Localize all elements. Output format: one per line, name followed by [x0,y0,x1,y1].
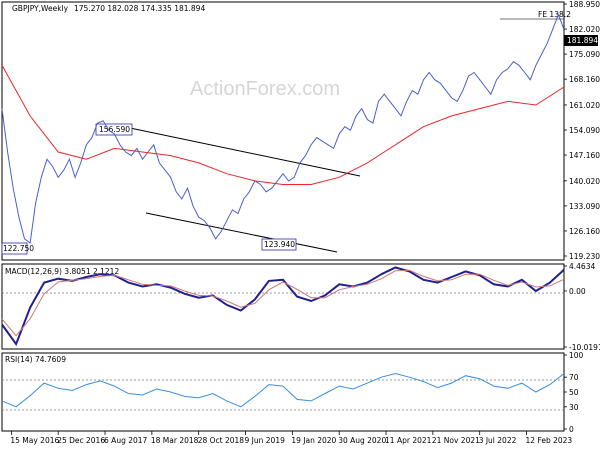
price-panel-frame [1,1,565,261]
macd-y-tick-label-2: -10.0191 [569,343,600,352]
channel-lower-line [145,212,338,253]
rsi-y-tick-label-3: 30 [569,403,579,412]
price-y-tick-label-0: 188.950 [569,0,600,9]
price-y-tick-label-3: 168.160 [569,75,600,84]
macd-title: MACD(12,26,9) 3.8051 2.1212 [5,267,119,276]
rsi-y-tick-label-1: 70 [569,373,579,382]
price-y-tick-label-10: 119.230 [569,252,600,261]
last-value-label: 181.894 [567,36,598,45]
x-tick-label-6: 19 Jan 2020 [291,436,336,445]
price-series-1-line [1,65,565,185]
rsi-panel-frame [1,352,565,432]
price-y-tick-label-2: 175.090 [569,50,600,59]
x-tick-label-3: 18 Mar 2018 [151,436,199,445]
channel-upper-line [129,127,361,177]
x-tick-label-0: 15 May 2016 [10,436,59,445]
price-y-tick-label-5: 154.090 [569,126,600,135]
x-tick-label-8: 11 Apr 2021 [385,436,432,445]
rsi-title: RSI(14) 74.7609 [5,355,66,364]
x-tick-label-10: 3 Jul 2022 [479,436,517,445]
price-y-tick-label-9: 126.160 [569,227,600,236]
macd-y-tick-label-1: 0.00 [569,287,586,296]
x-tick-label-2: 6 Aug 2017 [104,436,147,445]
x-tick-label-5: 9 Jun 2019 [245,436,286,445]
annotation-low-box [261,238,297,251]
price-y-tick-label-8: 133.090 [569,202,600,211]
price-ohlc: 175.270 182.028 174.335 181.894 [74,4,205,13]
annotation-left: 122.750 [3,244,34,253]
fe-label: FE 138.2 [538,10,571,19]
macd-y-tick-label-0: 4.4634 [569,262,595,271]
rsi-y-tick-label-2: 50 [569,388,579,397]
macd-series-1-line [1,269,565,337]
annotation-left-box [1,242,28,255]
rsi-y-tick-label-4: 0 [569,425,574,434]
price-y-tick-label-6: 147.160 [569,151,600,160]
macd-series-0-line [1,266,565,347]
rsi-y-tick-label-0: 100 [569,351,584,360]
x-tick-label-1: 25 Dec 2016 [57,436,105,445]
price-y-tick-label-7: 140.020 [569,177,600,186]
last-value-box [564,35,598,46]
annotation-high: 156.590 [99,125,130,134]
price-title: GBPJPY,Weekly [12,4,69,13]
x-tick-label-4: 28 Oct 2018 [198,436,245,445]
x-tick-label-11: 12 Feb 2023 [526,436,573,445]
annotation-low: 123.940 [264,240,295,249]
price-series-0-line [1,13,565,245]
macd-panel-frame [1,263,565,350]
annotation-high-box [95,123,133,136]
rsi-series-0-line [1,372,565,408]
price-y-tick-label-1: 182.020 [569,25,600,34]
watermark: ActionForex.com [190,78,340,100]
price-y-tick-label-4: 161.020 [569,101,600,110]
x-tick-label-7: 30 Aug 2020 [338,436,386,445]
x-tick-label-9: 21 Nov 2021 [432,436,480,445]
